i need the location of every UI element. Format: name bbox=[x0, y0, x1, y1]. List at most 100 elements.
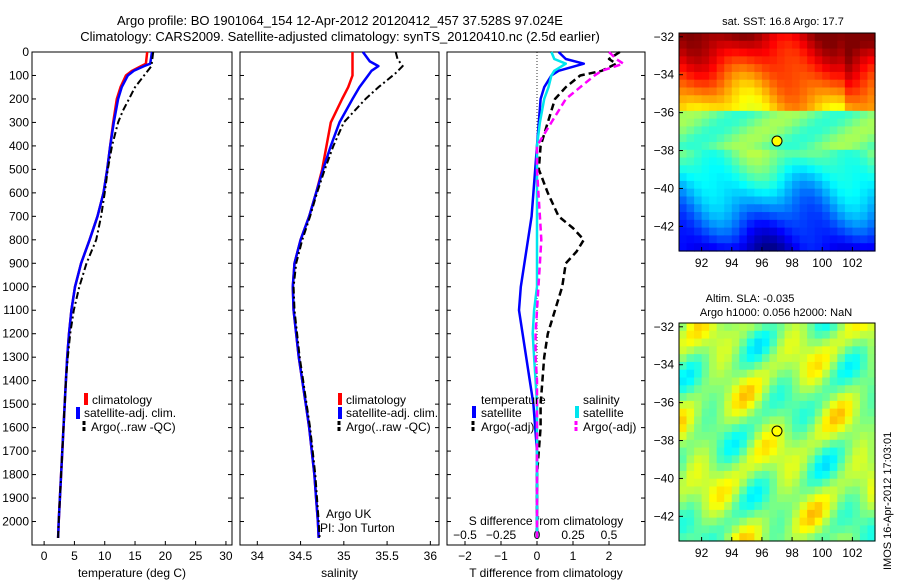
heatmap-cell bbox=[746, 338, 755, 347]
heatmap-cell bbox=[784, 494, 793, 503]
heatmap-cell bbox=[814, 517, 823, 527]
heatmap-cell bbox=[731, 338, 740, 347]
x-tick-label: 0 bbox=[534, 549, 541, 563]
heatmap-cell bbox=[799, 165, 808, 174]
heatmap-cell bbox=[852, 71, 861, 81]
heatmap-cell bbox=[799, 478, 808, 488]
heatmap-cell bbox=[859, 369, 869, 379]
heatmap-cell bbox=[822, 463, 831, 472]
heatmap-cell bbox=[844, 455, 853, 464]
heatmap-cell bbox=[679, 243, 688, 252]
heatmap-cell bbox=[792, 470, 801, 480]
heatmap-cell bbox=[724, 64, 733, 73]
heatmap-cell bbox=[731, 393, 740, 402]
heatmap-cell bbox=[716, 56, 725, 65]
heatmap-cell bbox=[859, 95, 869, 104]
heatmap-cell bbox=[701, 377, 710, 386]
heatmap-cell bbox=[784, 525, 793, 534]
heatmap-cell bbox=[814, 95, 823, 104]
heatmap-cell bbox=[679, 134, 688, 143]
heatmap-cell bbox=[852, 502, 861, 511]
heatmap-cell bbox=[807, 447, 816, 456]
heatmap-cell bbox=[814, 416, 823, 425]
heatmap-cell bbox=[739, 323, 748, 332]
legend-head-temperature: temperature bbox=[481, 393, 546, 407]
heatmap-cell bbox=[777, 204, 786, 213]
heatmap-cell bbox=[807, 330, 816, 340]
heatmap-cell bbox=[807, 56, 816, 65]
heatmap-cell bbox=[859, 416, 869, 425]
heatmap-cell bbox=[686, 478, 695, 488]
heatmap-cell bbox=[799, 424, 808, 433]
heatmap-cell bbox=[709, 142, 718, 151]
heatmap-cell bbox=[799, 134, 808, 143]
heatmap-cell bbox=[784, 455, 793, 464]
heatmap-cell bbox=[746, 361, 755, 371]
heatmap-cell bbox=[724, 408, 733, 418]
heatmap-cell bbox=[859, 235, 869, 244]
heatmap-cell bbox=[799, 212, 808, 221]
heatmap-cell bbox=[731, 369, 740, 379]
heatmap-cell bbox=[859, 385, 869, 394]
heatmap-cell bbox=[769, 180, 778, 190]
heatmap-cell bbox=[852, 494, 861, 503]
heatmap-cell bbox=[731, 157, 740, 166]
legend-label-sal-argo: Argo(-adj) bbox=[583, 420, 636, 434]
y-tick-label: 1300 bbox=[2, 350, 29, 364]
heatmap-cell bbox=[679, 157, 688, 166]
heatmap-cell bbox=[746, 48, 755, 57]
heatmap-cell bbox=[746, 64, 755, 73]
heatmap-cell bbox=[852, 323, 861, 332]
heatmap-cell bbox=[792, 502, 801, 511]
heatmap-cell bbox=[777, 439, 786, 449]
heatmap-cell bbox=[724, 455, 733, 464]
heatmap-cell bbox=[799, 494, 808, 503]
heatmap-cell bbox=[822, 126, 831, 135]
heatmap-cell bbox=[777, 165, 786, 174]
heatmap-cell bbox=[852, 235, 861, 244]
x-tick-label: 102 bbox=[842, 256, 862, 270]
heatmap-cell bbox=[769, 377, 778, 386]
heatmap-cell bbox=[709, 157, 718, 166]
heatmap-cell bbox=[807, 227, 816, 237]
heatmap-cell bbox=[694, 180, 703, 190]
heatmap-cell bbox=[746, 377, 755, 386]
heatmap-cell bbox=[686, 354, 695, 363]
heatmap-cell bbox=[852, 118, 861, 128]
heatmap-cell bbox=[746, 385, 755, 394]
heatmap-cell bbox=[761, 40, 771, 50]
x-tick-label: −2 bbox=[458, 549, 472, 563]
heatmap-cell bbox=[844, 408, 853, 418]
y-tick-label: −42 bbox=[654, 219, 675, 233]
heatmap-cell bbox=[746, 408, 755, 418]
heatmap-cell bbox=[852, 157, 861, 166]
heatmap-cell bbox=[724, 432, 733, 441]
heatmap-cell bbox=[694, 40, 703, 50]
heatmap-cell bbox=[814, 48, 823, 57]
heatmap-cell bbox=[844, 33, 853, 42]
heatmap-cell bbox=[716, 180, 725, 190]
heatmap-cell bbox=[852, 180, 861, 190]
heatmap-cell bbox=[829, 157, 838, 166]
heatmap-cell bbox=[792, 227, 801, 237]
series-line bbox=[292, 51, 404, 539]
heatmap-cell bbox=[761, 509, 771, 519]
heatmap-cell bbox=[716, 424, 725, 433]
heatmap-cell bbox=[679, 79, 688, 89]
heatmap-cell bbox=[769, 463, 778, 472]
heatmap-cell bbox=[829, 377, 838, 386]
y-tick-label: 2000 bbox=[2, 515, 29, 529]
heatmap-cell bbox=[709, 71, 718, 81]
heatmap-cell bbox=[761, 103, 771, 112]
y-tick-label: −32 bbox=[654, 30, 675, 44]
heatmap-cell bbox=[784, 509, 793, 519]
heatmap-cell bbox=[746, 188, 755, 198]
heatmap-cell bbox=[731, 180, 740, 190]
heatmap-cell bbox=[746, 219, 755, 229]
heatmap-cell bbox=[859, 533, 869, 542]
heatmap-cell bbox=[769, 330, 778, 340]
heatmap-cell bbox=[761, 235, 771, 244]
heatmap-cell bbox=[837, 338, 846, 347]
heatmap-cell bbox=[852, 416, 861, 425]
heatmap-cell bbox=[867, 71, 876, 81]
